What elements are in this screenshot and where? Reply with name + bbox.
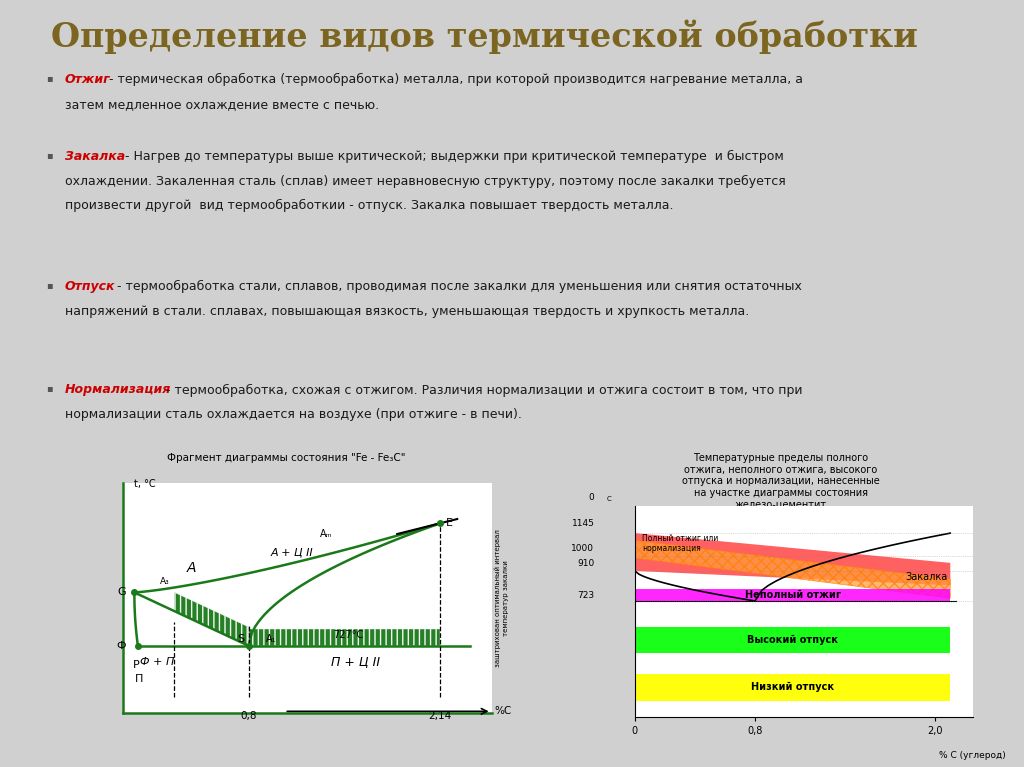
Text: % С (углерод): % С (углерод) — [939, 751, 1007, 760]
Text: Низкий отпуск: Низкий отпуск — [751, 683, 835, 693]
Text: напряжений в стали. сплавах, повышающая вязкость, уменьшающая твердость и хрупко: напряжений в стали. сплавах, повышающая … — [65, 305, 749, 318]
Text: Температурные пределы полного
отжига, неполного отжига, высокого
отпуска и норма: Температурные пределы полного отжига, не… — [682, 453, 880, 510]
Text: произвести другой  вид термообработкии - отпуск. Закалка повышает твердость мета: произвести другой вид термообработкии - … — [65, 199, 673, 212]
Text: t, °C: t, °C — [134, 479, 156, 489]
Text: A: A — [186, 561, 197, 574]
Text: заштрихован оптимальный интервал: заштрихован оптимальный интервал — [495, 529, 501, 667]
Polygon shape — [174, 592, 249, 646]
Text: температур закалки: температур закалки — [503, 561, 509, 636]
Text: нормализации сталь охлаждается на воздухе (при отжиге - в печи).: нормализации сталь охлаждается на воздух… — [65, 408, 521, 421]
Text: Отпуск: Отпуск — [65, 280, 116, 293]
Text: затем медленное охлаждение вместе с печью.: затем медленное охлаждение вместе с печь… — [65, 98, 379, 110]
Text: Ф + П: Ф + П — [140, 657, 174, 667]
Text: охлаждении. Закаленная сталь (сплав) имеет неравновесную структуру, поэтому посл: охлаждении. Закаленная сталь (сплав) име… — [65, 175, 785, 188]
Text: 1145: 1145 — [571, 519, 594, 528]
Text: 2,14: 2,14 — [428, 711, 452, 721]
Text: ▪: ▪ — [46, 150, 52, 160]
Polygon shape — [635, 533, 950, 585]
Text: - термообработка, схожая с отжигом. Различия нормализации и отжига состоит в том: - термообработка, схожая с отжигом. Разл… — [162, 384, 803, 397]
Text: Высокий отпуск: Высокий отпуск — [748, 635, 838, 645]
Text: C: C — [606, 496, 611, 502]
Text: 1000: 1000 — [571, 544, 594, 553]
Polygon shape — [635, 541, 950, 598]
Text: Определение видов термической обработки: Определение видов термической обработки — [51, 19, 919, 54]
Polygon shape — [249, 629, 440, 646]
Text: G: G — [117, 588, 126, 597]
Text: 910: 910 — [578, 559, 594, 568]
Text: П + Ц II: П + Ц II — [331, 655, 380, 668]
Text: A₃: A₃ — [160, 578, 170, 587]
Text: 0,8: 0,8 — [241, 711, 257, 721]
Text: ▪: ▪ — [46, 280, 52, 290]
Text: E: E — [445, 518, 453, 528]
Text: P: P — [133, 660, 140, 670]
Text: П: П — [135, 673, 143, 683]
Text: ▪: ▪ — [46, 384, 52, 393]
Text: Aₘ: Aₘ — [321, 529, 333, 539]
Text: - Нагрев до температуры выше критической; выдержки при критической температуре  : - Нагрев до температуры выше критической… — [122, 150, 784, 163]
Text: ▪: ▪ — [46, 73, 52, 83]
Text: - термообработка стали, сплавов, проводимая после закалки для уменьшения или сня: - термообработка стали, сплавов, проводи… — [114, 280, 802, 293]
Text: A + Ц II: A + Ц II — [270, 548, 312, 558]
Text: S: S — [238, 634, 245, 644]
Text: Закалка: Закалка — [905, 571, 947, 581]
Text: Отжиг: Отжиг — [65, 73, 111, 86]
Text: Нормализация: Нормализация — [65, 384, 171, 397]
Text: 723: 723 — [578, 591, 594, 600]
Text: Ф: Ф — [117, 640, 126, 651]
Text: Закалка: Закалка — [65, 150, 125, 163]
Text: 727°C: 727°C — [334, 630, 364, 640]
Text: Неполный отжиг: Неполный отжиг — [744, 590, 841, 600]
Text: %C: %C — [495, 706, 512, 716]
Text: A₁: A₁ — [266, 634, 276, 644]
Text: Полный отжиг или
нормализация: Полный отжиг или нормализация — [642, 534, 719, 553]
Text: Фрагмент диаграммы состояния "Fe - Fe₃C": Фрагмент диаграммы состояния "Fe - Fe₃C" — [168, 453, 406, 463]
Text: - термическая обработка (термообработка) металла, при которой производится нагре: - термическая обработка (термообработка)… — [105, 73, 803, 86]
Text: 0: 0 — [589, 493, 594, 502]
